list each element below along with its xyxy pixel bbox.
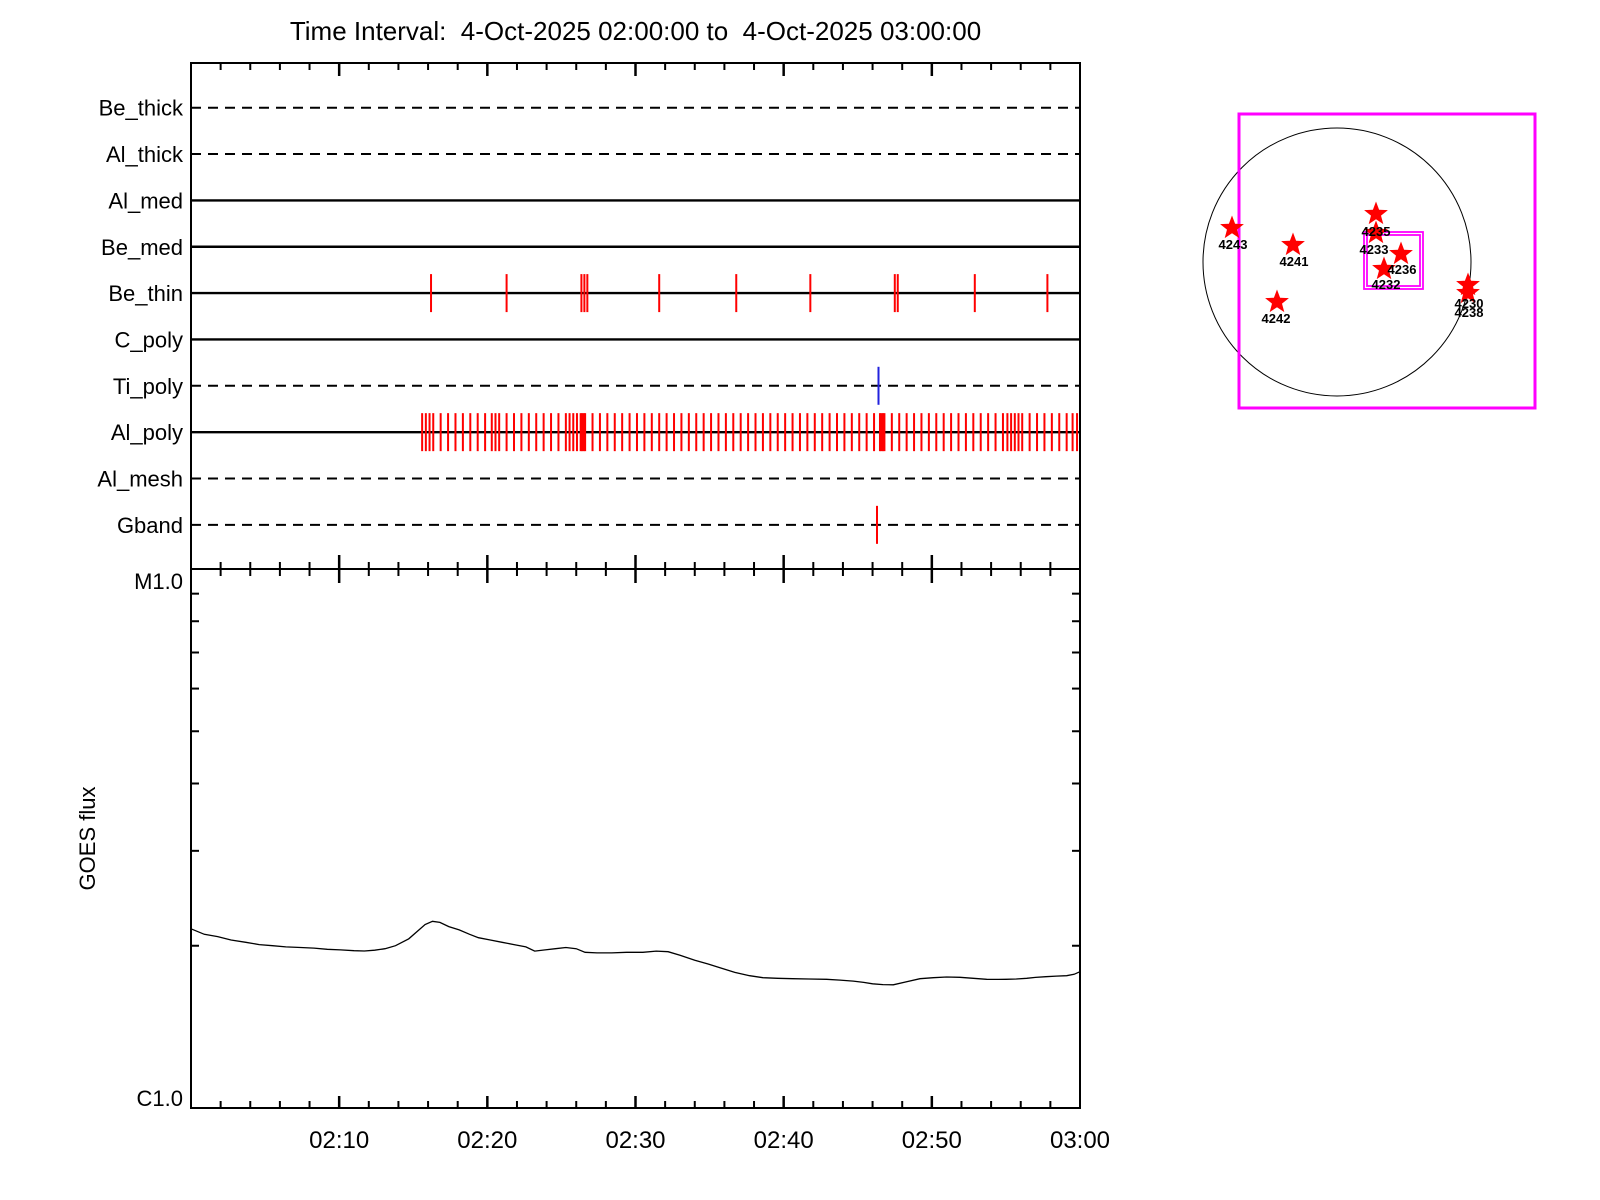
filter-label-Gband: Gband xyxy=(117,513,183,538)
filter-label-Al_poly: Al_poly xyxy=(111,420,183,445)
goes-panel-frame xyxy=(190,568,1081,1109)
x-axis-ticks xyxy=(219,63,1052,1108)
filter-panel-frame xyxy=(190,62,1081,570)
filter-row-Gband xyxy=(191,505,1080,544)
active-region-star-4233 xyxy=(1364,220,1388,244)
active-region-star-4242 xyxy=(1265,289,1289,313)
x-tick-label-02:10: 02:10 xyxy=(309,1127,369,1154)
active-region-star-4236 xyxy=(1389,241,1413,265)
x-tick-label-03:00: 03:00 xyxy=(1050,1127,1110,1154)
filter-label-Be_thin: Be_thin xyxy=(108,281,183,306)
solar-limb-circle xyxy=(1202,127,1472,397)
active-region-label-4241: 4241 xyxy=(1280,254,1309,269)
active-region-label-4236: 4236 xyxy=(1388,262,1417,277)
x-tick-label-02:20: 02:20 xyxy=(457,1127,517,1154)
filter-label-Ti_poly: Ti_poly xyxy=(113,374,183,399)
solar-disk-map xyxy=(1202,112,1537,410)
filter-label-Be_thick: Be_thick xyxy=(99,96,184,121)
active-region-star-4232 xyxy=(1372,256,1396,280)
filter-label-Al_thick: Al_thick xyxy=(106,142,184,167)
active-region-star-4235 xyxy=(1364,201,1388,225)
filter-row-Be_thin xyxy=(191,274,1080,313)
active-region-label-4243: 4243 xyxy=(1219,237,1248,252)
active-region-star-4238 xyxy=(1456,280,1480,304)
x-tick-label-02:50: 02:50 xyxy=(902,1127,962,1154)
xrt-fov-box xyxy=(1366,234,1421,287)
goes-flux-curve xyxy=(190,920,1081,986)
active-region-label-4230: 4230 xyxy=(1455,296,1484,311)
active-region-star-4241 xyxy=(1281,232,1305,256)
x-tick-label-02:30: 02:30 xyxy=(605,1127,665,1154)
filter-row-Al_poly xyxy=(191,413,1080,452)
filter-label-C_poly: C_poly xyxy=(115,327,183,352)
filter-label-Be_med: Be_med xyxy=(101,235,183,260)
y-axis-bottom-label: C1.0 xyxy=(137,1086,183,1111)
active-region-label-4238: 4238 xyxy=(1455,305,1484,320)
filter-label-Al_mesh: Al_mesh xyxy=(97,467,183,492)
filter-label-Al_med: Al_med xyxy=(108,188,183,213)
goes-flux-axis-title: GOES flux xyxy=(75,787,100,891)
x-tick-label-02:40: 02:40 xyxy=(754,1127,814,1154)
filter-row-Ti_poly xyxy=(191,366,1080,405)
active-region-label-4233: 4233 xyxy=(1360,242,1389,257)
active-region-label-4232: 4232 xyxy=(1372,277,1401,292)
active-region-star-4243 xyxy=(1220,215,1244,239)
xrt-fov-box xyxy=(1363,231,1424,290)
y-axis-top-label: M1.0 xyxy=(134,569,183,594)
active-region-label-4235: 4235 xyxy=(1362,224,1391,239)
map-frame xyxy=(1237,112,1537,410)
active-region-label-4242: 4242 xyxy=(1262,311,1291,326)
plot-title: Time Interval: 4-Oct-2025 02:00:00 to 4-… xyxy=(289,16,982,46)
filter-rows-panel xyxy=(191,106,1080,544)
